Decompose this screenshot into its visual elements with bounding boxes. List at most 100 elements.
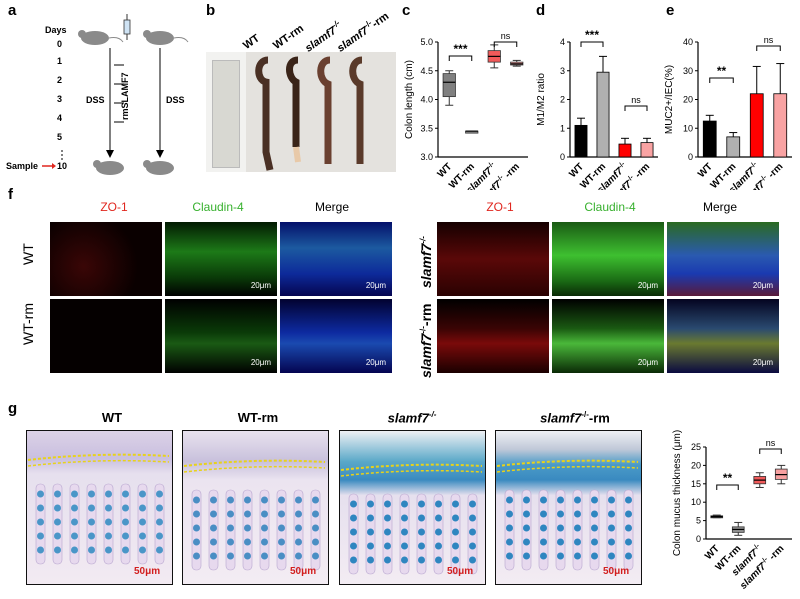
colon-photo [206,52,396,172]
significance-bracket [709,77,734,83]
day-4: 4 [57,113,62,123]
histo-wt-rm [182,430,329,585]
header-zo1-right: ZO-1 [486,200,514,214]
header-claudin-right: Claudin-4 [584,200,636,214]
panel-letter-e: e [666,2,675,19]
dss-label-left: DSS [86,95,105,105]
y-tick-label: 0 [560,152,565,162]
y-tick-label: 40 [683,37,693,47]
photo-label-wt: WT [241,32,263,52]
day-3: 3 [57,94,62,104]
y-tick-label: 10 [683,123,693,133]
histo-slamf7-rm [495,430,642,585]
histo-title-wt: WT [101,410,123,425]
y-tick-label: 4.5 [420,66,433,76]
histo-wt [26,430,173,585]
if-slamf7rm-zo1 [437,299,549,373]
significance-label: *** [585,28,599,42]
panel-letter-f: f [8,186,13,203]
panel-letter-c: c [402,2,411,19]
header-merge-left: Merge [314,200,349,214]
y-tick-label: 1 [560,123,565,133]
row-label-wt: WT [20,243,36,265]
mouse-icon [93,160,124,175]
day-5: 5 [57,132,62,142]
y-tick-label: 4.0 [420,95,433,105]
day-2: 2 [57,75,62,85]
if-wtrm-merge: 20μm [280,299,392,373]
significance-bracket [580,41,604,47]
bar [726,136,741,158]
panel-a-schematic: Days 0 1 2 3 4 5 rmSLAMF7 DSS DSS Sampl [6,14,189,175]
treatment-label: rmSLAMF7 [120,72,130,120]
significance-label: ns [631,95,641,105]
y-axis-label: MUC2+/IEC(%) [664,65,675,134]
row-label-wt-rm: WT-rm [20,303,36,345]
y-tick-label: 25 [691,442,701,452]
ruler [212,60,240,168]
mouse-icon [143,160,174,175]
histo-scale-wt-rm: 50μm [290,566,317,577]
panel-letter-g: g [8,400,18,417]
significance-label: ns [766,438,776,448]
significance-label: ** [723,471,733,485]
category-label: WT [436,161,455,180]
y-tick-label: 10 [691,497,701,507]
y-tick-label: 5 [696,516,701,526]
significance-bracket [756,45,781,51]
if-slamf7-merge: 20μm [667,222,779,296]
if-slamf7rm-claudin4: 20μm [552,299,664,373]
mouse-icon [143,30,189,45]
significance-bracket [759,448,782,454]
row-label-slamf7-rm: slamf7-/--rm [418,303,434,378]
if-wtrm-zo1 [50,299,162,373]
header-claudin-left: Claudin-4 [192,200,244,214]
y-tick-label: 5.0 [420,37,433,47]
syringe-icon [123,14,131,40]
if-slamf7-zo1 [437,222,549,296]
row-label-slamf7: slamf7-/- [418,236,434,288]
significance-label: ns [501,31,511,41]
mouse-icon [78,30,124,45]
chart-e-muc2: 010203040MUC2+/IEC(%)WTWT-rmslamf7-/-sla… [664,35,792,190]
box [442,73,456,98]
significance-label: ns [764,35,774,45]
y-axis-label: M1/M2 ratio [536,73,547,126]
y-tick-label: 30 [683,66,693,76]
y-axis-label: Colon mucus thickness (μm) [672,430,683,556]
histo-scale-slamf7: 50μm [447,566,474,577]
bar [702,120,717,158]
if-wt-merge: 20μm [280,222,392,296]
histo-title-slamf7: slamf7-/- [387,410,437,426]
if-slamf7rm-merge: 20μm [667,299,779,373]
significance-bracket [716,484,739,490]
bar [574,124,588,158]
y-tick-label: 3 [560,66,565,76]
y-tick-label: 20 [683,95,693,105]
significance-label: *** [453,42,467,56]
day-0: 0 [57,39,62,49]
bar [618,143,632,158]
panel-letter-b: b [206,2,216,19]
bar [640,142,654,158]
panel-letter-d: d [536,2,546,19]
dss-label-right: DSS [166,95,185,105]
y-tick-label: 2 [560,95,565,105]
y-tick-label: 3.0 [420,152,433,162]
histo-scale-slamf7-rm: 50μm [603,566,630,577]
header-zo1-left: ZO-1 [100,200,128,214]
histo-title-wt-rm: WT-rm [237,410,279,425]
sample-day: 10 [57,161,67,171]
y-tick-label: 0 [696,534,701,544]
if-wtrm-claudin4: 20μm [165,299,277,373]
y-tick-label: 4 [560,37,565,47]
significance-bracket [448,55,473,61]
significance-label: ** [717,64,727,78]
if-slamf7-claudin4: 20μm [552,222,664,296]
days-label: Days [45,25,67,35]
bar [773,93,788,158]
y-tick-label: 0 [688,152,693,162]
